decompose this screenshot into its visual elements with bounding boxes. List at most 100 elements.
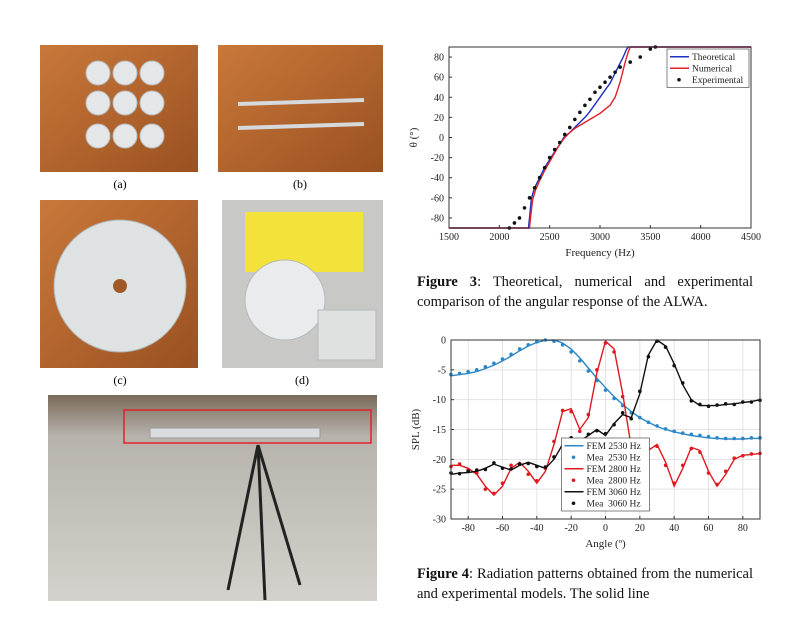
data-point	[612, 422, 616, 427]
y-tick-label: -60	[431, 193, 444, 204]
data-point	[689, 399, 694, 403]
data-point	[593, 90, 597, 95]
data-point	[663, 427, 668, 431]
legend-label: Mea 2800 Hz	[587, 477, 641, 487]
data-point	[492, 491, 496, 496]
data-point	[552, 439, 556, 444]
data-point	[535, 464, 539, 469]
caption-text: : Radiation patterns obtained from the n…	[417, 566, 754, 602]
data-point	[655, 424, 659, 428]
x-tick-label: 0	[603, 523, 608, 534]
data-point	[509, 352, 513, 357]
data-point	[522, 206, 527, 210]
y-tick-label: 0	[439, 133, 444, 144]
data-point	[698, 402, 702, 407]
y-tick-label: -40	[431, 173, 444, 184]
data-point	[457, 462, 462, 466]
data-point	[706, 434, 711, 439]
data-point	[620, 403, 625, 408]
x-tick-label: 3500	[640, 232, 660, 243]
y-tick-label: -80	[431, 213, 444, 224]
data-point	[517, 462, 522, 466]
data-point	[474, 471, 479, 475]
photo-b	[218, 45, 383, 172]
data-point	[732, 402, 737, 407]
x-tick-label: 4000	[691, 232, 711, 243]
y-tick-label: -20	[433, 455, 446, 466]
caption-label: Figure 3	[417, 274, 478, 290]
x-axis-label: Angle (º)	[585, 538, 626, 550]
x-tick-label: 2000	[489, 232, 509, 243]
data-point	[620, 410, 625, 415]
data-point	[557, 140, 562, 145]
data-point	[749, 436, 754, 440]
y-tick-label: 80	[434, 53, 444, 64]
data-point	[646, 420, 651, 425]
data-point	[723, 436, 728, 441]
photo-e	[48, 395, 377, 601]
data-point	[457, 371, 462, 376]
data-point	[588, 97, 592, 102]
data-point	[547, 155, 552, 160]
data-point	[663, 463, 668, 468]
data-point	[715, 403, 719, 407]
data-point	[749, 452, 754, 456]
data-point	[560, 342, 565, 347]
data-point	[646, 354, 651, 359]
data-point	[552, 147, 557, 152]
data-point	[483, 487, 488, 491]
data-point	[732, 436, 737, 441]
data-point	[741, 453, 745, 458]
data-point	[577, 359, 582, 363]
data-point	[598, 85, 602, 90]
y-tick-label: 0	[441, 336, 446, 347]
data-point	[723, 402, 728, 406]
data-point	[509, 463, 513, 468]
x-tick-label: -80	[461, 523, 474, 534]
data-point	[715, 482, 719, 487]
data-point	[638, 415, 642, 420]
data-point	[672, 429, 676, 434]
data-point	[749, 400, 754, 404]
data-point	[466, 369, 470, 374]
y-tick-label: 40	[434, 93, 444, 104]
legend-swatch	[571, 478, 576, 483]
x-tick-label: 80	[738, 523, 748, 534]
legend-label: Numerical	[692, 65, 732, 75]
data-point	[620, 394, 625, 399]
data-point	[560, 408, 565, 413]
legend-label: FEM 2530 Hz	[587, 442, 641, 452]
data-point	[500, 357, 505, 361]
legend-swatch	[677, 77, 681, 82]
data-point	[569, 350, 573, 354]
data-point	[603, 80, 607, 84]
data-point	[698, 450, 702, 454]
data-point	[715, 436, 719, 440]
photo-a	[40, 45, 198, 172]
data-point	[535, 339, 539, 344]
data-point	[608, 75, 612, 79]
caption: Figure 4: Radiation patterns obtained fr…	[417, 564, 753, 604]
data-point	[629, 416, 634, 421]
plot-frame	[450, 339, 761, 520]
x-tick-label: 60	[704, 523, 714, 534]
data-point	[628, 60, 632, 64]
subfigure-label: (c)	[113, 373, 127, 387]
data-point	[474, 468, 479, 472]
x-tick-label: 2500	[540, 232, 560, 243]
data-point	[618, 65, 622, 69]
data-point	[526, 342, 531, 347]
y-tick-label: -5	[438, 365, 446, 376]
data-point	[466, 469, 470, 474]
data-point	[474, 368, 479, 372]
x-tick-label: 4500	[741, 232, 761, 243]
data-point	[483, 365, 488, 369]
data-point	[680, 463, 685, 468]
data-point	[698, 433, 702, 438]
data-point	[612, 396, 616, 401]
x-tick-label: 3000	[590, 232, 610, 243]
y-tick-label: -15	[433, 425, 446, 436]
data-point	[680, 431, 685, 435]
